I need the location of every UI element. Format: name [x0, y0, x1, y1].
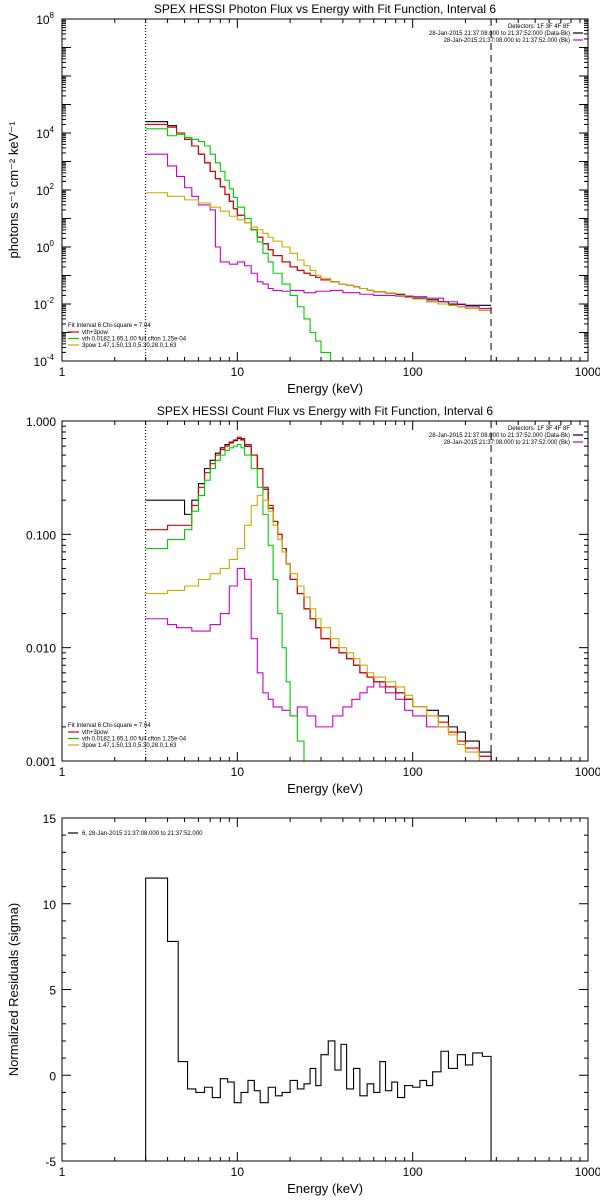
x-tick-label: 10	[231, 765, 245, 779]
series-line-1	[145, 438, 492, 761]
x-tick-label: 10	[231, 365, 245, 379]
fit-legend-entry: 3pow 1.47,1.50,13.0,5.30,28.0,1.63	[82, 743, 177, 749]
y-tick-label: 10-2	[34, 296, 55, 312]
chart-panel-2: SPEX HESSI Count Flux vs Energy with Fit…	[26, 404, 600, 796]
x-tick-label: 1000	[575, 765, 600, 779]
y-tick-label: 10-4	[34, 353, 55, 369]
fit-legend-header: Fit Interval 6 Chi-square = 7.04	[68, 723, 151, 729]
y-axis-label: photons s⁻¹ cm⁻² keV⁻¹	[6, 121, 21, 259]
x-tick-label: 100	[403, 365, 423, 379]
series-line-4	[145, 443, 305, 761]
x-tick-label: 1	[59, 365, 66, 379]
legend-entry: 28-Jan-2015 21:37:08.000 to 21:37:52.000…	[429, 433, 570, 439]
plot-frame	[61, 18, 589, 362]
series-line-2	[145, 567, 492, 761]
y-tick-label: 5	[49, 984, 56, 998]
y-tick-label: 1.000	[26, 415, 56, 429]
series-line-3	[145, 123, 492, 311]
plot-frame	[61, 420, 589, 762]
series-line-5	[145, 192, 492, 311]
series-line-3	[145, 436, 492, 761]
series-line-4	[145, 128, 332, 361]
y-tick-label: 100	[36, 239, 54, 255]
chart-panel-3: 1 10 100 1000 -5 0 5 10 15 Energy (keV) Normalized…	[6, 812, 600, 1196]
legend-entry: 28-Jan-2015 21:37:08.000 to 21:37:52.000…	[444, 38, 570, 44]
series-group	[145, 436, 492, 761]
x-axis-label: Energy (keV)	[287, 781, 363, 796]
fit-legend-entry: 3pow 1.47,1.50,13.0,5.30,28.0,1.63	[82, 343, 177, 349]
x-axis-label: Energy (keV)	[287, 1181, 363, 1196]
x-tick-label: 1000	[575, 1165, 600, 1179]
fit-legend-entry: vth+3pow	[82, 730, 109, 736]
series-line-1	[145, 877, 492, 1161]
legend-entry: Detectors: 1F 3F 4F 8F	[508, 24, 570, 30]
fit-legend-entry: vth 0.0182,1.65,1.00 full cfton 1.25e-04	[82, 337, 187, 343]
chart-title: SPEX HESSI Photon Flux vs Energy with Fi…	[154, 2, 496, 16]
x-tick-label: 100	[403, 1165, 423, 1179]
series-group	[145, 877, 492, 1161]
legend-entry: 6, 28-Jan-2015 21:37:08.000 to 21:37:52.…	[82, 831, 203, 837]
legend-entry: 28-Jan-2015 21:37:08.000 to 21:37:52.000…	[444, 440, 570, 446]
x-tick-label: 1	[59, 1165, 66, 1179]
fit-legend-entry: vth+3pow	[82, 330, 109, 336]
fit-legend-entry: vth 0.0182,1.65,1.00 full cfton 1.25e-04	[82, 737, 187, 743]
chart-title: SPEX HESSI Count Flux vs Energy with Fit…	[157, 404, 493, 418]
series-line-5	[145, 494, 492, 761]
y-tick-label: 0.010	[26, 642, 56, 656]
y-tick-label: 10	[43, 898, 57, 912]
y-tick-label: 0	[49, 1069, 56, 1083]
x-tick-label: 1000	[575, 365, 600, 379]
y-tick-label: 104	[36, 125, 54, 141]
y-axis-label: Normalized Residuals (sigma)	[6, 903, 21, 1076]
y-tick-label: -5	[45, 1155, 56, 1169]
y-tick-label: 108	[36, 11, 54, 27]
series-group	[145, 121, 492, 361]
x-tick-label: 100	[403, 765, 423, 779]
series-line-2	[145, 153, 492, 309]
x-tick-label: 10	[231, 1165, 245, 1179]
fit-legend-header: Fit Interval 6 Chi-square = 7.04	[68, 323, 151, 329]
legend-entry: 28-Jan-2015 21:37:08.000 to 21:37:52.000…	[429, 31, 570, 37]
x-axis-label: Energy (keV)	[287, 381, 363, 396]
y-tick-label: 15	[43, 812, 57, 826]
chart-panel-1: SPEX HESSI Photon Flux vs Energy with Fi…	[6, 2, 600, 396]
x-tick-label: 1	[59, 765, 66, 779]
y-tick-label: 0.100	[26, 528, 56, 542]
y-tick-label: 0.001	[26, 755, 56, 769]
plot-frame	[61, 817, 589, 1162]
legend-entry: Detectors: 1F 3F 4F 8F	[508, 426, 570, 432]
y-tick-label: 102	[36, 182, 54, 198]
